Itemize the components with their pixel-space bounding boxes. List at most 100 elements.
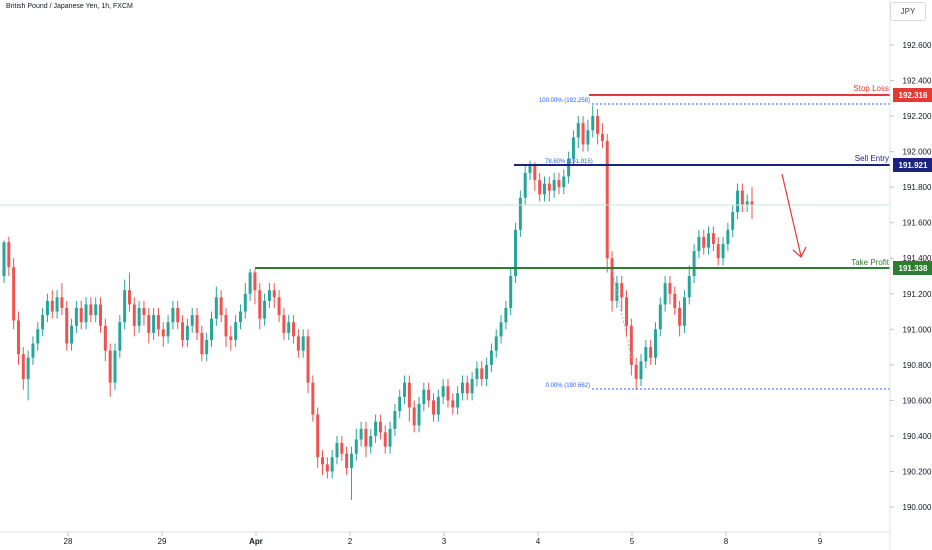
trade-levels[interactable]: Stop Loss Sell Entry Take Profit — [0, 84, 890, 269]
candle-up — [417, 403, 421, 426]
time-tick-label: 4 — [536, 537, 541, 546]
candle-up — [504, 307, 508, 323]
candle-up — [349, 453, 353, 468]
candle-down — [253, 272, 257, 291]
candle-up — [663, 283, 667, 305]
candle-up — [248, 272, 252, 294]
candle-down — [292, 322, 296, 337]
candle-up — [70, 325, 74, 344]
candle-down — [316, 414, 320, 458]
fib-100-label: 100.00% (192.258) — [539, 98, 590, 104]
candle-up — [567, 158, 571, 177]
candle-down — [340, 443, 344, 454]
candle-up — [509, 276, 513, 308]
candle-up — [494, 336, 498, 351]
candle-up — [682, 297, 686, 326]
price-tick-label: 192.000 — [903, 148, 932, 157]
candle-up — [166, 322, 170, 337]
candle-up — [489, 350, 493, 365]
candles-layer — [2, 105, 754, 500]
candle-up — [171, 307, 175, 323]
candle-down — [200, 332, 204, 355]
candle-up — [470, 379, 474, 394]
candle-up — [301, 336, 305, 351]
symbol-title: British Pound / Japanese Yen, 1h, FXCM — [6, 3, 133, 10]
candle-down — [446, 386, 450, 401]
candle-down — [277, 297, 281, 316]
price-tick-label: 192.600 — [903, 41, 932, 50]
candle-down — [596, 116, 600, 134]
candle-up — [152, 315, 156, 333]
time-tick-label: 9 — [818, 537, 823, 546]
candle-down — [620, 283, 624, 298]
candle-down — [16, 320, 20, 355]
candle-up — [374, 421, 378, 436]
currency-button[interactable]: JPY — [890, 2, 926, 21]
candle-down — [176, 307, 180, 323]
candle-up — [456, 393, 460, 408]
time-tick-label: 29 — [158, 537, 167, 546]
candle-up — [214, 297, 218, 319]
candle-up — [118, 322, 122, 351]
candle-up — [736, 190, 740, 213]
candle-down — [634, 364, 638, 380]
candle-up — [726, 229, 730, 245]
candle-down — [750, 201, 754, 205]
candle-down — [311, 382, 315, 415]
price-tick-label: 191.400 — [903, 254, 932, 263]
stop-loss-price-tag — [893, 88, 932, 102]
candle-down — [161, 329, 165, 337]
time-axis[interactable]: 28 29 Apr 2 3 4 5 8 9 — [0, 531, 890, 546]
candle-up — [113, 350, 117, 383]
candle-up — [123, 290, 127, 323]
candle-up — [562, 176, 566, 188]
candle-up — [653, 329, 657, 358]
sell-entry-price: 191.921 — [899, 161, 928, 170]
candle-down — [711, 233, 715, 245]
candle-up — [238, 311, 242, 323]
candle-up — [518, 197, 522, 230]
candle-up — [36, 329, 40, 344]
candle-down — [581, 123, 585, 145]
candle-up — [721, 244, 725, 259]
candle-down — [272, 290, 276, 298]
time-tick-label: 8 — [724, 537, 729, 546]
candle-up — [335, 443, 339, 458]
candle-down — [195, 315, 199, 333]
fib-retracement[interactable]: 100.00% (192.258) 78.60% (191.915) 0.00%… — [539, 98, 890, 390]
candle-up — [528, 165, 532, 173]
sell-entry-label: Sell Entry — [855, 154, 889, 163]
candle-down — [103, 325, 107, 351]
candle-down — [427, 389, 431, 401]
candle-down — [432, 400, 435, 415]
candle-up — [45, 300, 49, 316]
candle-up — [422, 389, 426, 404]
forecast-arrow-shaft — [781, 173, 802, 257]
candle-up — [354, 439, 358, 454]
candle-up — [658, 304, 662, 330]
candle-down — [325, 464, 329, 472]
candle-down — [229, 336, 233, 340]
candle-down — [7, 242, 11, 268]
forecast-arrow[interactable] — [781, 173, 807, 258]
candle-up — [697, 236, 701, 252]
candle-up — [243, 293, 247, 312]
candle-down — [383, 432, 387, 447]
candle-down — [716, 244, 720, 259]
candle-up — [388, 428, 392, 447]
candle-down — [12, 267, 16, 321]
candle-up — [615, 283, 619, 301]
candle-up — [687, 276, 691, 298]
candle-down — [740, 190, 744, 205]
price-tick-label: 192.400 — [903, 77, 932, 86]
candle-down — [306, 336, 310, 383]
candle-down — [605, 140, 609, 259]
candle-up — [707, 233, 711, 248]
candle-down — [127, 290, 131, 305]
price-axis[interactable]: 192.600 192.400 192.200 192.000 191.800 191.6… — [889, 0, 932, 550]
price-tick-label: 190.600 — [903, 396, 932, 405]
candle-up — [393, 411, 397, 429]
candle-down — [224, 315, 228, 337]
candle-up — [330, 457, 334, 472]
